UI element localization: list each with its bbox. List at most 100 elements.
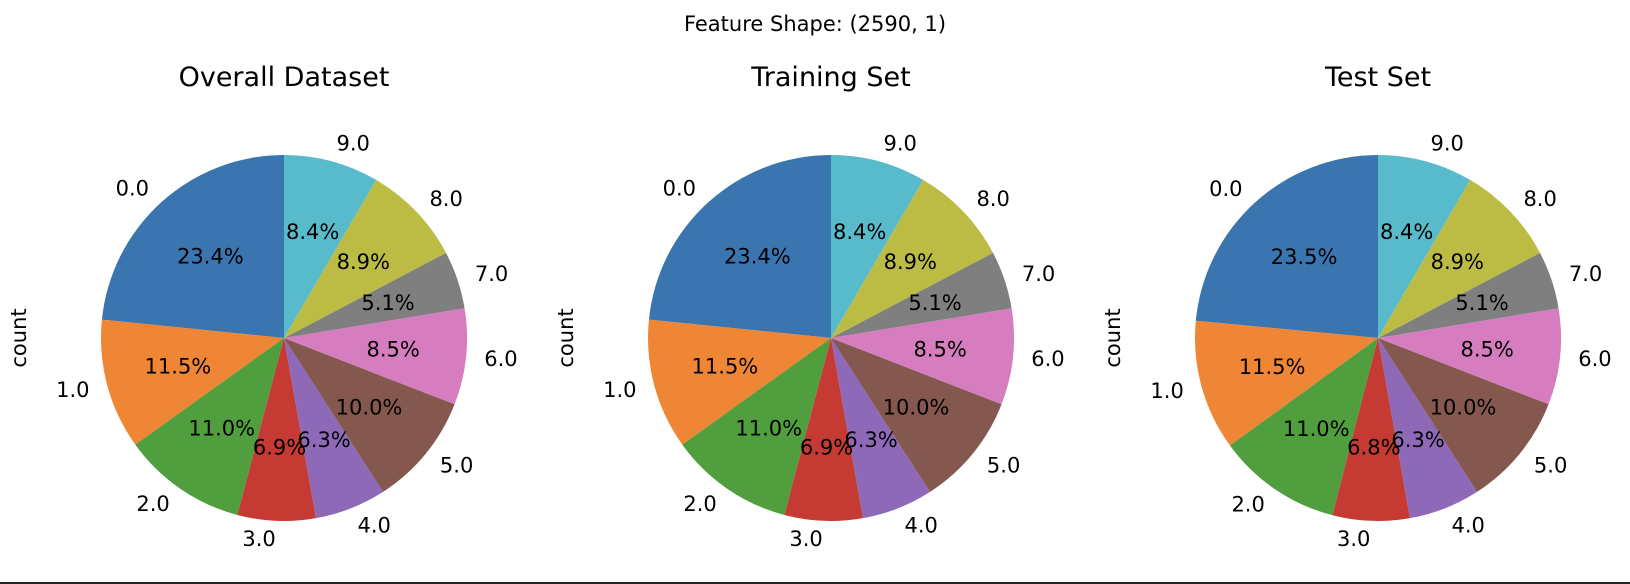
slice-percent-label: 8.9% — [1431, 250, 1484, 274]
slice-label: 1.0 — [603, 378, 636, 402]
slice-label: 0.0 — [663, 177, 696, 201]
slice-label: 2.0 — [683, 492, 716, 516]
pie-chart-overall-dataset: Overall Dataset count 0.0 23.4% 1.0 11.5% 2.0 1… — [7, 62, 518, 551]
slice-percent-label: 6.3% — [1391, 428, 1444, 452]
slice-percent-label: 5.1% — [1455, 291, 1508, 315]
pie-slice-7-0 — [284, 252, 465, 338]
bottom-divider — [0, 582, 1630, 584]
slice-label: 1.0 — [1150, 379, 1183, 403]
slice-percent-label: 11.0% — [1283, 417, 1350, 441]
chart-title: Test Set — [1324, 62, 1431, 93]
pie-slice-2-0 — [1229, 338, 1378, 516]
slice-percent-label: 6.8% — [1347, 436, 1400, 460]
slice-percent-label: 6.9% — [800, 436, 853, 460]
slice-label: 0.0 — [116, 177, 149, 201]
slice-label: 8.0 — [1523, 187, 1556, 211]
slice-percent-label: 23.4% — [177, 245, 244, 269]
slice-percent-label: 10.0% — [336, 395, 403, 419]
slice-percent-label: 11.5% — [1239, 355, 1306, 379]
slice-label: 7.0 — [1569, 262, 1602, 286]
slice-label: 8.0 — [976, 187, 1009, 211]
pie-slice-4-0 — [284, 338, 384, 519]
pie-chart-training-set: Training Set count 0.0 23.4% 1.0 11.5% 2.0 11.0… — [554, 62, 1065, 551]
slice-percent-label: 5.1% — [361, 291, 414, 315]
slice-label: 9.0 — [884, 132, 917, 156]
slice-label: 5.0 — [987, 453, 1020, 477]
slice-percent-label: 5.1% — [908, 291, 961, 315]
pie-slice-9-0 — [1378, 155, 1471, 338]
slice-label: 3.0 — [242, 527, 275, 551]
pie-slice-9-0 — [831, 155, 924, 338]
slice-percent-label: 23.5% — [1271, 245, 1338, 269]
chart-title: Overall Dataset — [179, 62, 390, 93]
slice-label: 3.0 — [1337, 527, 1370, 551]
pie-slice-3-0 — [237, 338, 317, 522]
slice-label: 4.0 — [905, 513, 938, 537]
slice-label: 3.0 — [789, 527, 822, 551]
slice-label: 4.0 — [1452, 513, 1485, 537]
slice-label: 8.0 — [429, 187, 462, 211]
figure-suptitle: Feature Shape: (2590, 1) — [683, 12, 947, 36]
chart-title: Training Set — [750, 62, 910, 93]
pie-slice-0-0 — [101, 155, 284, 338]
slice-percent-label: 8.5% — [367, 337, 420, 361]
pie-slice-9-0 — [284, 155, 377, 338]
slice-percent-label: 11.0% — [735, 416, 802, 440]
pie-slice-5-0 — [1378, 338, 1549, 492]
pie-slice-1-0 — [100, 319, 285, 445]
slice-label: 7.0 — [475, 262, 508, 286]
slice-percent-label: 8.4% — [1380, 220, 1433, 244]
slice-percent-label: 8.9% — [884, 250, 937, 274]
slice-label: 2.0 — [136, 492, 169, 516]
pie-slice-0-0 — [1195, 155, 1378, 338]
slice-percent-label: 11.5% — [145, 354, 212, 378]
pie-slice-8-0 — [831, 179, 993, 338]
pie-slice-1-0 — [1194, 320, 1378, 446]
slice-percent-label: 8.4% — [833, 220, 886, 244]
slice-percent-label: 10.0% — [1430, 395, 1497, 419]
pie-slice-2-0 — [135, 338, 284, 515]
slice-percent-label: 11.5% — [692, 354, 759, 378]
pie-slice-4-0 — [831, 338, 931, 519]
slice-label: 7.0 — [1022, 262, 1055, 286]
pie-slice-3-0 — [784, 338, 864, 522]
slice-label: 5.0 — [440, 453, 473, 477]
slice-label: 6.0 — [1578, 347, 1611, 371]
slice-percent-label: 11.0% — [188, 416, 255, 440]
pie-slice-7-0 — [1378, 252, 1559, 338]
y-axis-label: count — [1101, 308, 1125, 367]
slice-percent-label: 6.9% — [253, 436, 306, 460]
pie-slice-4-0 — [1378, 338, 1478, 519]
slice-percent-label: 8.9% — [337, 250, 390, 274]
pie-slice-6-0 — [1378, 308, 1561, 405]
slice-percent-label: 8.4% — [286, 220, 339, 244]
slice-label: 6.0 — [1031, 347, 1064, 371]
slice-percent-label: 23.4% — [724, 245, 791, 269]
y-axis-label: count — [7, 308, 31, 367]
pie-chart-test-set: Test Set count 0.0 23.5% 1.0 11.5% 2.0 11.0% 3.0… — [1101, 62, 1612, 551]
slice-label: 2.0 — [1231, 492, 1264, 516]
slice-percent-label: 8.5% — [1461, 337, 1514, 361]
pie-slice-2-0 — [682, 338, 831, 515]
pie-slice-6-0 — [831, 308, 1014, 405]
pie-slice-0-0 — [648, 155, 831, 338]
pie-slice-8-0 — [1378, 179, 1540, 338]
slice-label: 1.0 — [56, 378, 89, 402]
pie-slice-8-0 — [284, 179, 446, 338]
slice-label: 6.0 — [484, 347, 517, 371]
pie-slice-3-0 — [1332, 338, 1411, 522]
slice-percent-label: 10.0% — [883, 395, 950, 419]
slice-label: 0.0 — [1209, 177, 1242, 201]
slice-label: 5.0 — [1534, 453, 1567, 477]
pie-slice-5-0 — [831, 338, 1002, 492]
slice-percent-label: 6.3% — [297, 428, 350, 452]
slice-percent-label: 8.5% — [914, 337, 967, 361]
slice-percent-label: 6.3% — [844, 428, 897, 452]
slice-label: 9.0 — [1431, 132, 1464, 156]
pie-slice-5-0 — [284, 338, 455, 492]
pie-slice-6-0 — [284, 308, 467, 405]
pie-slice-1-0 — [647, 319, 831, 445]
y-axis-label: count — [554, 308, 578, 367]
slice-label: 9.0 — [337, 132, 370, 156]
